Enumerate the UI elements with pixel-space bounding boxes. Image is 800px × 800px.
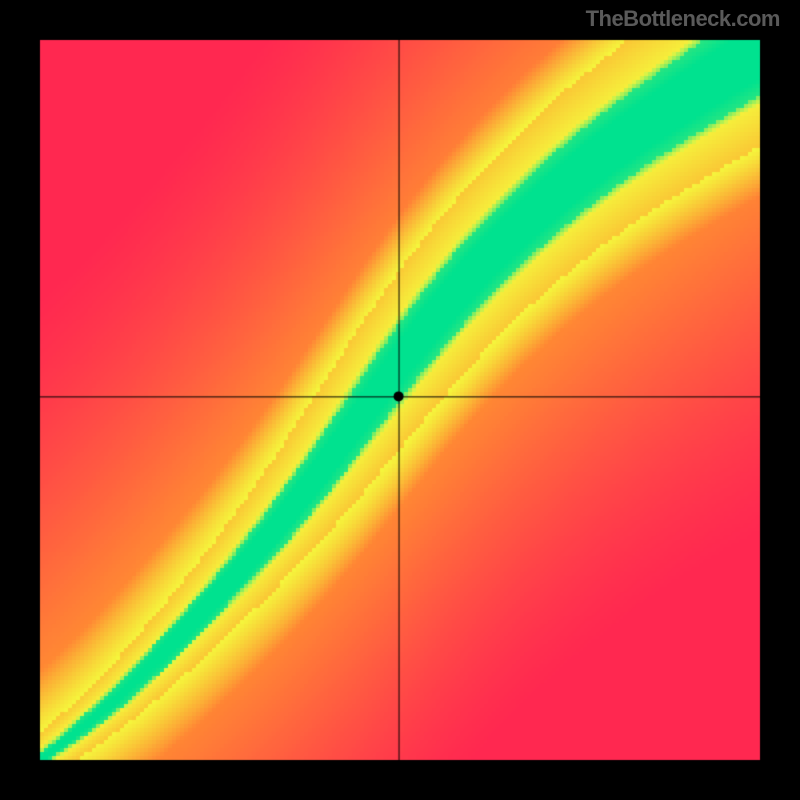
bottleneck-heatmap [0, 0, 800, 800]
watermark-text: TheBottleneck.com [586, 6, 780, 32]
